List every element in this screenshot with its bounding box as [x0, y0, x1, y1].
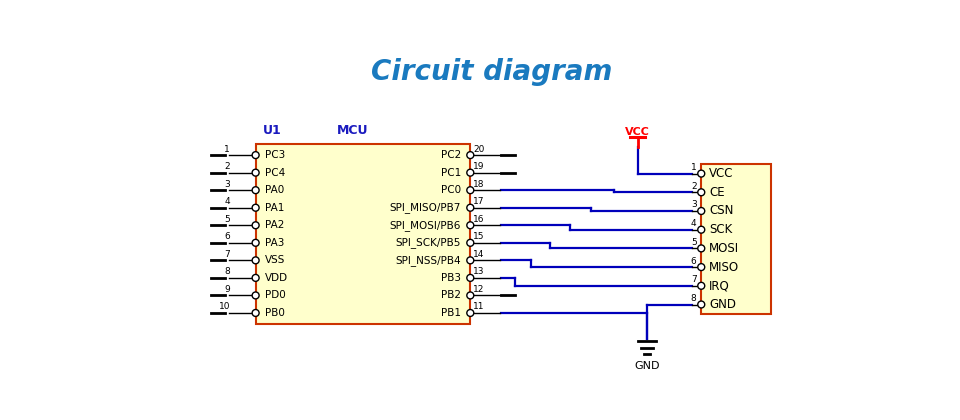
Circle shape — [252, 310, 259, 316]
Text: 12: 12 — [473, 285, 485, 294]
Circle shape — [252, 274, 259, 281]
Circle shape — [698, 282, 705, 289]
Text: SCK: SCK — [709, 223, 732, 236]
Circle shape — [467, 187, 474, 194]
Circle shape — [467, 169, 474, 176]
Bar — [701, 164, 771, 314]
Text: MISO: MISO — [709, 260, 739, 273]
Text: 18: 18 — [473, 180, 485, 189]
Text: 2: 2 — [691, 182, 697, 191]
Text: PB3: PB3 — [441, 273, 461, 283]
Circle shape — [698, 301, 705, 308]
Text: 15: 15 — [473, 232, 485, 241]
Circle shape — [467, 239, 474, 246]
Text: 14: 14 — [473, 250, 485, 259]
Text: PA3: PA3 — [265, 238, 284, 248]
Text: PD0: PD0 — [265, 291, 286, 300]
Text: PA0: PA0 — [265, 185, 284, 195]
Text: 3: 3 — [691, 200, 697, 210]
Text: PA1: PA1 — [265, 203, 284, 213]
Text: GND: GND — [709, 298, 736, 311]
Circle shape — [252, 257, 259, 264]
Text: 1: 1 — [225, 144, 230, 154]
Circle shape — [698, 226, 705, 233]
Text: SPI_SCK/PB5: SPI_SCK/PB5 — [396, 237, 461, 248]
Circle shape — [698, 170, 705, 177]
Text: PB1: PB1 — [441, 308, 461, 318]
Circle shape — [252, 239, 259, 246]
Text: GND: GND — [635, 362, 660, 371]
Text: 8: 8 — [225, 268, 230, 276]
Text: 13: 13 — [473, 268, 485, 276]
Text: 20: 20 — [473, 144, 485, 154]
Circle shape — [252, 222, 259, 229]
Text: VCC: VCC — [709, 167, 733, 180]
Text: IRQ: IRQ — [709, 279, 730, 292]
Text: PC3: PC3 — [265, 150, 285, 160]
Circle shape — [467, 152, 474, 159]
Text: 11: 11 — [473, 302, 485, 312]
Circle shape — [252, 204, 259, 211]
Circle shape — [467, 310, 474, 316]
Text: VDD: VDD — [265, 273, 288, 283]
Circle shape — [698, 207, 705, 215]
Text: 8: 8 — [691, 294, 697, 303]
Text: 16: 16 — [473, 215, 485, 224]
Text: 5: 5 — [691, 238, 697, 247]
Text: CSN: CSN — [709, 205, 733, 218]
Text: SPI_NSS/PB4: SPI_NSS/PB4 — [396, 255, 461, 266]
Circle shape — [467, 222, 474, 229]
Circle shape — [467, 274, 474, 281]
Circle shape — [467, 204, 474, 211]
Text: Circuit diagram: Circuit diagram — [372, 58, 612, 86]
Text: MOSI: MOSI — [709, 242, 739, 255]
Text: 3: 3 — [225, 180, 230, 189]
Text: MCU: MCU — [337, 123, 369, 136]
Text: 19: 19 — [473, 162, 485, 171]
Circle shape — [698, 189, 705, 196]
Text: 9: 9 — [225, 285, 230, 294]
Text: PB2: PB2 — [441, 291, 461, 300]
Circle shape — [252, 187, 259, 194]
Circle shape — [252, 169, 259, 176]
Text: 7: 7 — [691, 275, 697, 284]
Text: 6: 6 — [691, 257, 697, 265]
Text: PC0: PC0 — [441, 185, 461, 195]
Text: 6: 6 — [225, 232, 230, 241]
Text: PC1: PC1 — [441, 168, 461, 178]
Bar — [255, 144, 470, 324]
Text: PA2: PA2 — [265, 220, 284, 230]
Text: VCC: VCC — [625, 127, 650, 137]
Text: SPI_MISO/PB7: SPI_MISO/PB7 — [390, 202, 461, 213]
Text: CE: CE — [709, 186, 725, 199]
Circle shape — [252, 292, 259, 299]
Text: PC2: PC2 — [441, 150, 461, 160]
Circle shape — [467, 257, 474, 264]
Text: U1: U1 — [263, 123, 282, 136]
Text: 1: 1 — [691, 163, 697, 172]
Text: PC4: PC4 — [265, 168, 285, 178]
Text: PB0: PB0 — [265, 308, 285, 318]
Text: 4: 4 — [691, 219, 697, 228]
Circle shape — [698, 264, 705, 270]
Text: 7: 7 — [225, 250, 230, 259]
Text: 4: 4 — [225, 197, 230, 206]
Text: 2: 2 — [225, 162, 230, 171]
Text: 17: 17 — [473, 197, 485, 206]
Text: VSS: VSS — [265, 255, 285, 265]
Circle shape — [467, 292, 474, 299]
Circle shape — [698, 245, 705, 252]
Text: 10: 10 — [219, 302, 230, 312]
Text: SPI_MOSI/PB6: SPI_MOSI/PB6 — [390, 220, 461, 231]
Circle shape — [252, 152, 259, 159]
Text: 5: 5 — [225, 215, 230, 224]
